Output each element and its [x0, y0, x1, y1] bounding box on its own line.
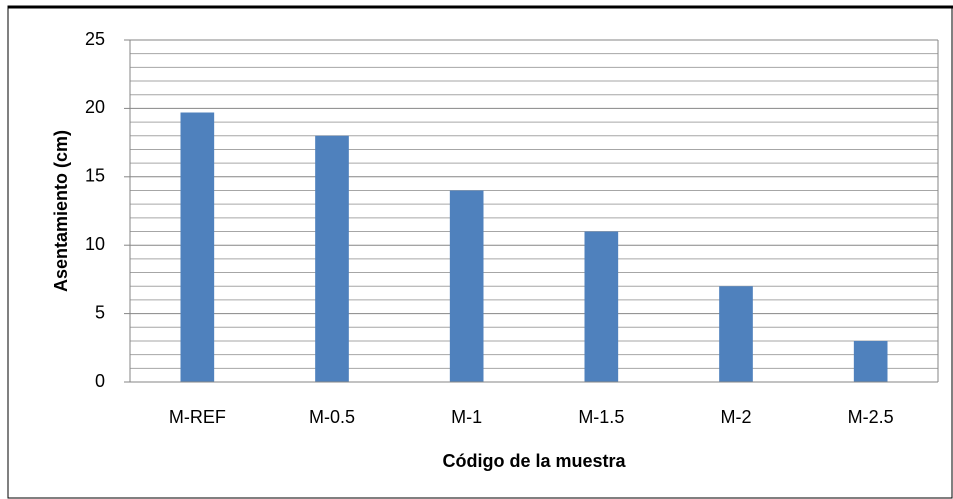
x-tick-label: M-2.5 [848, 407, 894, 427]
x-tick-label: M-0.5 [309, 407, 355, 427]
x-tick-label: M-1 [451, 407, 482, 427]
x-tick-label: M-REF [169, 407, 226, 427]
y-tick-label: 5 [95, 302, 105, 322]
bar [719, 286, 753, 382]
x-tick-label: M-1.5 [578, 407, 624, 427]
y-tick-label: 25 [85, 29, 105, 49]
x-tick-label: M-2 [721, 407, 752, 427]
y-tick-label: 10 [85, 234, 105, 254]
x-axis-title: Código de la muestra [442, 451, 626, 471]
bar [853, 340, 888, 382]
bar [315, 135, 349, 382]
y-tick-label: 0 [95, 371, 105, 391]
y-tick-label: 15 [85, 166, 105, 186]
bar [180, 112, 215, 382]
bar [584, 231, 619, 382]
bar [449, 190, 484, 382]
y-tick-label: 20 [85, 97, 105, 117]
y-axis-title: Asentamiento (cm) [51, 130, 71, 292]
